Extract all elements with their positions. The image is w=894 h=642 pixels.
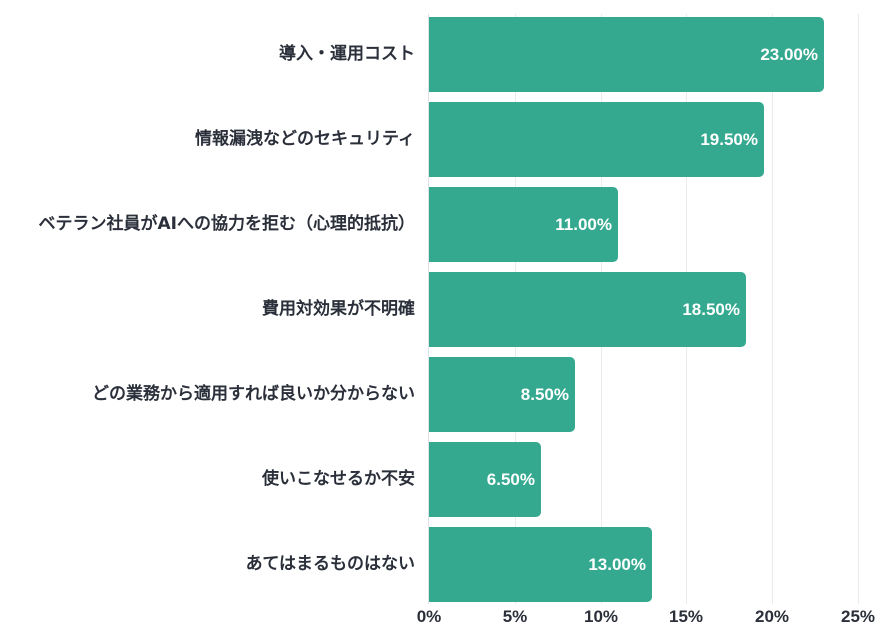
bar-value-label: 8.50% — [520, 385, 569, 404]
bar[interactable]: 6.50% — [429, 442, 541, 517]
category-label: 費用対効果が不明確 — [262, 299, 415, 319]
gridline — [772, 14, 773, 604]
category-label: ベテラン社員がAIへの協力を拒む（心理的抵抗） — [38, 214, 415, 234]
category-label: 情報漏洩などのセキュリティ — [195, 129, 415, 149]
category-label: 導入・運用コスト — [279, 44, 415, 64]
x-axis-tick-label: 25% — [840, 607, 876, 626]
x-axis-tick-label: 0% — [416, 607, 442, 626]
bar[interactable]: 11.00% — [429, 187, 618, 262]
bar-value-label: 11.00% — [555, 215, 612, 234]
category-label: どの業務から適用すれば良いか分からない — [92, 384, 415, 404]
x-axis-tick-label: 20% — [754, 607, 790, 626]
bar-value-label: 23.00% — [760, 45, 818, 64]
bar-value-label: 18.50% — [682, 300, 740, 319]
x-axis-tick-label: 15% — [668, 607, 704, 626]
bar[interactable]: 18.50% — [429, 272, 746, 347]
bar[interactable]: 19.50% — [429, 102, 764, 177]
x-axis-tick-label: 5% — [502, 607, 528, 626]
x-axis-tick-label: 10% — [583, 607, 619, 626]
category-label: 使いこなせるか不安 — [262, 469, 415, 489]
category-label: あてはまるものはない — [245, 554, 415, 574]
gridline — [858, 14, 859, 604]
bar-value-label: 13.00% — [588, 555, 646, 574]
bar[interactable]: 8.50% — [429, 357, 575, 432]
bar[interactable]: 23.00% — [429, 17, 824, 92]
bar[interactable]: 13.00% — [429, 527, 652, 602]
bar-value-label: 6.50% — [486, 470, 535, 489]
bar-value-label: 19.50% — [700, 130, 758, 149]
y-axis-line — [428, 14, 429, 604]
